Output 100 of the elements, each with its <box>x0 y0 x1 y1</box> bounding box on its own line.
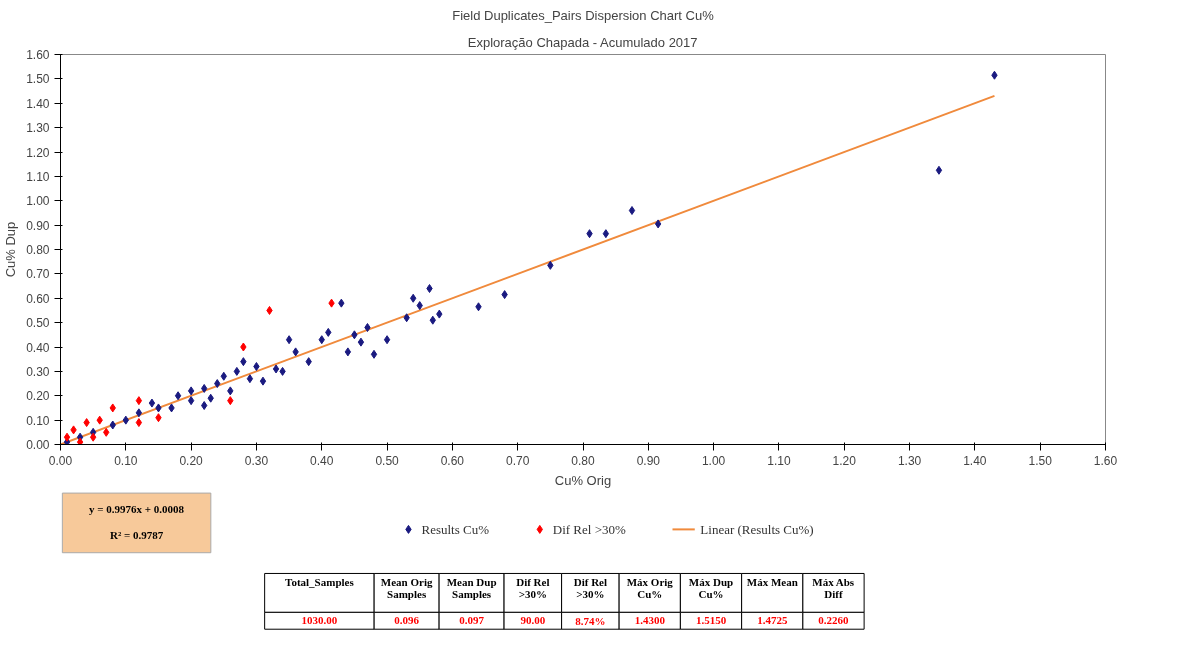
point <box>305 357 312 367</box>
y-tick-label: 0.20 <box>26 389 50 404</box>
point <box>187 386 195 396</box>
point <box>63 432 71 442</box>
text: 1.5150 <box>695 614 727 627</box>
point <box>654 219 662 229</box>
text: 0.2260 <box>818 614 850 627</box>
point <box>403 313 410 323</box>
x-tick-label: 1.00 <box>701 453 726 468</box>
text: 0.096 <box>394 614 420 627</box>
point <box>383 335 391 345</box>
x-tick-label: 0.10 <box>114 453 138 468</box>
point <box>207 393 214 403</box>
point <box>272 364 280 374</box>
chart-subtitle: Exploração Chapada - Acumulado 2017 <box>467 34 698 50</box>
x-tick-label: 0.50 <box>375 453 400 468</box>
text: 1.4725 <box>757 614 788 627</box>
x-tick-label: 0.90 <box>636 453 661 468</box>
x-tick-label: 0.00 <box>48 453 73 468</box>
x-tick-label: 0.60 <box>440 453 465 468</box>
y-tick-label: 0.40 <box>26 340 50 355</box>
point <box>436 309 443 319</box>
point <box>292 347 299 357</box>
point <box>991 70 998 80</box>
point <box>501 290 508 300</box>
point <box>174 391 182 401</box>
point <box>429 315 436 325</box>
legend-label: Linear (Results Cu%) <box>700 521 814 537</box>
text: Máx Orig Cu% <box>626 576 674 601</box>
y-tick-label: 0.30 <box>26 364 50 379</box>
text: 8.74% <box>575 614 606 627</box>
text: R² = 0.9787 <box>109 528 164 541</box>
point <box>109 420 116 430</box>
point <box>214 379 221 389</box>
x-tick-label: 1.10 <box>767 453 791 468</box>
x-tick-label: 1.40 <box>963 453 987 468</box>
y-tick-label: 0.90 <box>26 218 50 233</box>
legend-label: Results Cu% <box>421 521 490 537</box>
point <box>325 327 332 337</box>
point <box>328 298 335 308</box>
point <box>187 396 195 406</box>
text: Máx Dup Cu% <box>688 576 734 601</box>
point <box>259 376 267 386</box>
text: Mean Dup Samples <box>446 576 497 601</box>
point <box>89 432 97 442</box>
y-tick-label: 0.00 <box>26 438 50 452</box>
point <box>338 298 345 308</box>
point <box>279 366 286 376</box>
point <box>628 206 636 215</box>
point <box>586 229 593 239</box>
point <box>547 260 554 270</box>
text: Dif Rel >30% <box>516 576 550 601</box>
point <box>318 335 325 345</box>
y-tick-label: 0.50 <box>26 316 50 331</box>
point <box>233 366 241 376</box>
text: Total_Samples <box>285 576 355 589</box>
text: Máx Mean <box>746 576 798 589</box>
point <box>364 323 371 332</box>
point <box>148 398 156 408</box>
point <box>76 437 84 445</box>
point <box>155 413 162 423</box>
point <box>285 335 293 345</box>
point <box>357 337 365 347</box>
x-tick-label: 1.50 <box>1028 453 1053 468</box>
point <box>475 302 482 312</box>
point <box>201 401 208 410</box>
point <box>135 408 143 418</box>
point <box>227 396 234 406</box>
y-tick-label: 1.00 <box>26 194 50 209</box>
y-tick-label: 1.20 <box>26 145 50 160</box>
y-tick-label: 1.10 <box>26 169 50 184</box>
point <box>410 293 417 303</box>
text: Dif Rel >30% <box>573 576 608 601</box>
point <box>220 371 227 381</box>
y-axis-title: Cu% Dup <box>3 221 19 278</box>
y-tick-label: 0.70 <box>26 267 50 282</box>
y-tick-label: 0.10 <box>26 413 50 428</box>
legend-label: Dif Rel >30% <box>552 521 626 537</box>
point <box>70 425 77 435</box>
text: 1030.00 <box>301 614 338 627</box>
point <box>168 403 175 413</box>
y-tick-label: 1.50 <box>26 72 50 87</box>
x-tick-label: 0.70 <box>506 453 530 468</box>
text: y = 0.9976x + 0.0008 <box>89 502 185 515</box>
point <box>227 386 234 396</box>
x-axis-title: Cu% Orig <box>554 472 612 488</box>
y-tick-label: 1.30 <box>26 121 50 136</box>
point <box>83 418 90 428</box>
y-tick-label: 0.80 <box>26 243 50 257</box>
point <box>416 301 423 311</box>
point <box>240 357 247 367</box>
y-tick-label: 1.40 <box>26 96 50 111</box>
x-tick-label: 1.30 <box>897 453 922 468</box>
text: 90.00 <box>520 614 546 627</box>
chart-title: Field Duplicates_Pairs Dispersion Chart Cu% <box>452 7 715 23</box>
point <box>602 229 610 239</box>
point <box>96 415 103 425</box>
point <box>201 383 208 393</box>
x-tick-label: 1.60 <box>1093 453 1118 468</box>
text: Máx Abs Diff <box>812 576 855 601</box>
